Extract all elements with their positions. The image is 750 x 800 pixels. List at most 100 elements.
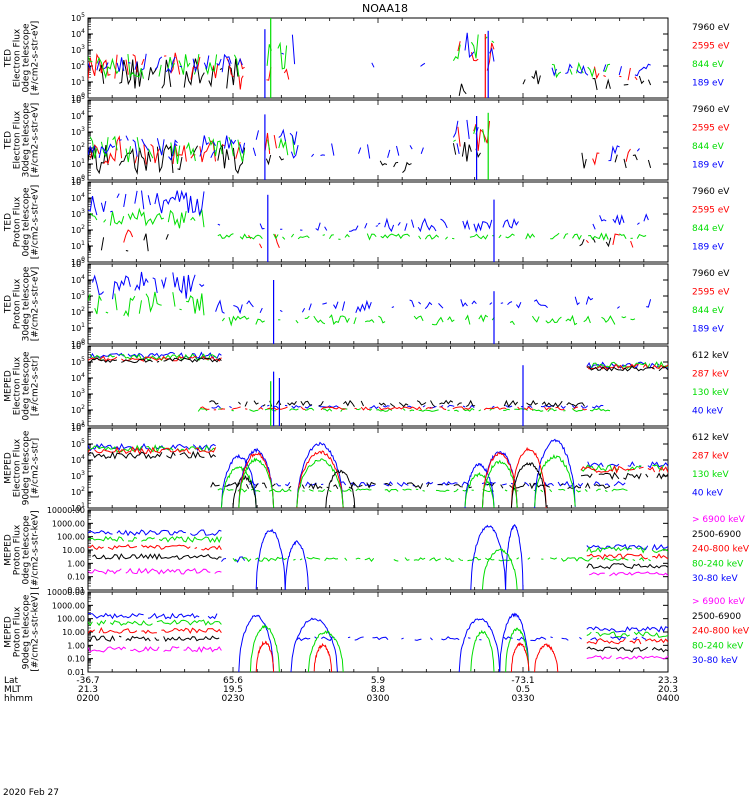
series-trace (88, 567, 222, 575)
series-trace (238, 74, 244, 90)
y-tick-label: 1000.00 (52, 601, 85, 610)
series-trace (209, 399, 586, 408)
legend-entry: 612 keV (692, 351, 729, 361)
legend-entry: 844 eV (692, 224, 725, 234)
legend-entry: 844 eV (692, 60, 725, 70)
y-tick-label: 105 (71, 438, 85, 449)
series-trace (595, 65, 651, 81)
series-trace (522, 70, 541, 85)
series-trace (266, 67, 290, 81)
series-trace (88, 53, 243, 74)
legend-entry: 7960 eV (692, 23, 730, 33)
series-trace (222, 315, 650, 325)
x-tick-label: 65.6 (223, 676, 243, 686)
panel-7: 0.01 0.10 1.00 10.00 100.00 1000.00 10000.00 ME… (4, 506, 750, 595)
y-tick-label: 105 (71, 94, 85, 105)
flux-hump (481, 548, 518, 590)
y-axis-label: MEPEDElectron Flux90deg telescope[#/cm2-… (4, 430, 41, 505)
series-trace (592, 75, 652, 91)
y-axis-label: TEDProton Flux0deg telescope[#/cm2-s-str… (4, 185, 41, 260)
x-tick-label: 20.3 (658, 685, 678, 695)
series-trace (218, 233, 651, 239)
data-traces (88, 438, 668, 508)
series-trace (581, 152, 652, 169)
series-trace (88, 535, 222, 544)
legend-entry: 2595 eV (692, 124, 730, 134)
y-axis-label: TEDElectron Flux0deg telescope[#/cm2-s-s… (4, 21, 41, 96)
y-tick-label: 10.00 (62, 546, 85, 555)
legend-entry: 2595 eV (692, 288, 730, 298)
flux-hump (238, 451, 275, 508)
data-traces (88, 18, 651, 98)
series-trace (372, 63, 432, 68)
legend-entry: 2595 eV (692, 42, 730, 52)
x-tick-label: 21.3 (78, 685, 98, 695)
series-trace (89, 207, 205, 229)
legend-entry: 2595 eV (692, 206, 730, 216)
series-trace (88, 646, 222, 653)
flux-hump (464, 472, 495, 508)
x-tick-label: 23.3 (658, 676, 678, 686)
series-trace (88, 635, 220, 643)
legend-entry: 189 eV (692, 79, 725, 89)
y-tick-label: 0.01 (67, 586, 85, 595)
panels: 100 101 102 103 104 105 TEDElectron Flux0deg t… (4, 12, 750, 677)
series-trace (464, 32, 495, 62)
y-axis-label: MEPEDProton Flux90deg telescope[#/cm2-s-… (4, 592, 41, 671)
flux-hump (249, 624, 280, 672)
y-tick-label: 104 (71, 28, 85, 39)
x-tick-label: 8.8 (371, 685, 386, 695)
legend-entry: 130 keV (692, 470, 729, 480)
y-tick-label: 102 (71, 486, 85, 497)
y-tick-label: 103 (71, 388, 85, 399)
y-tick-label: 1.00 (67, 559, 85, 568)
series-trace (586, 655, 668, 660)
y-tick-label: 102 (71, 224, 85, 235)
y-tick-label: 10000.00 (47, 506, 85, 515)
series-trace (226, 480, 626, 487)
legend-entry: 2500-6900 (692, 530, 741, 540)
y-tick-label: 103 (71, 470, 85, 481)
flux-hump (470, 524, 507, 590)
panel-8: 0.01 0.10 1.00 10.00 100.00 1000.00 10000.00 ME… (4, 588, 750, 677)
y-tick-label: 0.10 (67, 573, 85, 582)
panel-6: 101 102 103 104 105 106 MEPEDElectron Flux90de… (4, 422, 730, 513)
panel-frame (87, 427, 669, 509)
series-trace (281, 34, 296, 65)
legend-entry: > 6900 keV (692, 515, 746, 525)
series-trace (200, 406, 587, 411)
flux-hump (505, 627, 530, 672)
flux-hump (481, 452, 518, 508)
series-trace (124, 229, 173, 243)
series-trace (88, 614, 221, 619)
y-tick-label: 100 (71, 256, 85, 267)
series-trace (174, 143, 460, 159)
y-tick-label: 105 (71, 176, 85, 187)
legend-entry: 30-80 keV (692, 656, 738, 666)
series-trace (586, 543, 668, 551)
y-axis-label: MEPEDElectron Flux0deg telescope[#/cm2-s… (4, 351, 41, 421)
flux-hump (238, 457, 275, 508)
y-tick-label: 100 (71, 338, 85, 349)
y-tick-label: 100.00 (57, 615, 85, 624)
series-trace (586, 363, 668, 370)
legend-entry: 240-800 keV (692, 545, 750, 555)
y-tick-label: 1.00 (67, 641, 85, 650)
y-tick-label: 101 (71, 502, 85, 513)
flux-hump (255, 640, 275, 672)
series-trace (88, 291, 205, 318)
flux-hump (534, 643, 559, 672)
series-trace (197, 407, 611, 413)
series-trace (88, 234, 173, 252)
x-tick-label: 0.5 (516, 685, 530, 695)
series-trace (88, 619, 222, 627)
y-tick-label: 104 (71, 192, 85, 203)
data-traces (88, 112, 652, 180)
series-trace (586, 638, 668, 645)
y-tick-label: 101 (71, 322, 85, 333)
x-tick-label: 19.5 (223, 685, 243, 695)
y-tick-label: 102 (71, 142, 85, 153)
date-label: 2020 Feb 27 (3, 788, 59, 798)
series-trace (267, 136, 295, 156)
